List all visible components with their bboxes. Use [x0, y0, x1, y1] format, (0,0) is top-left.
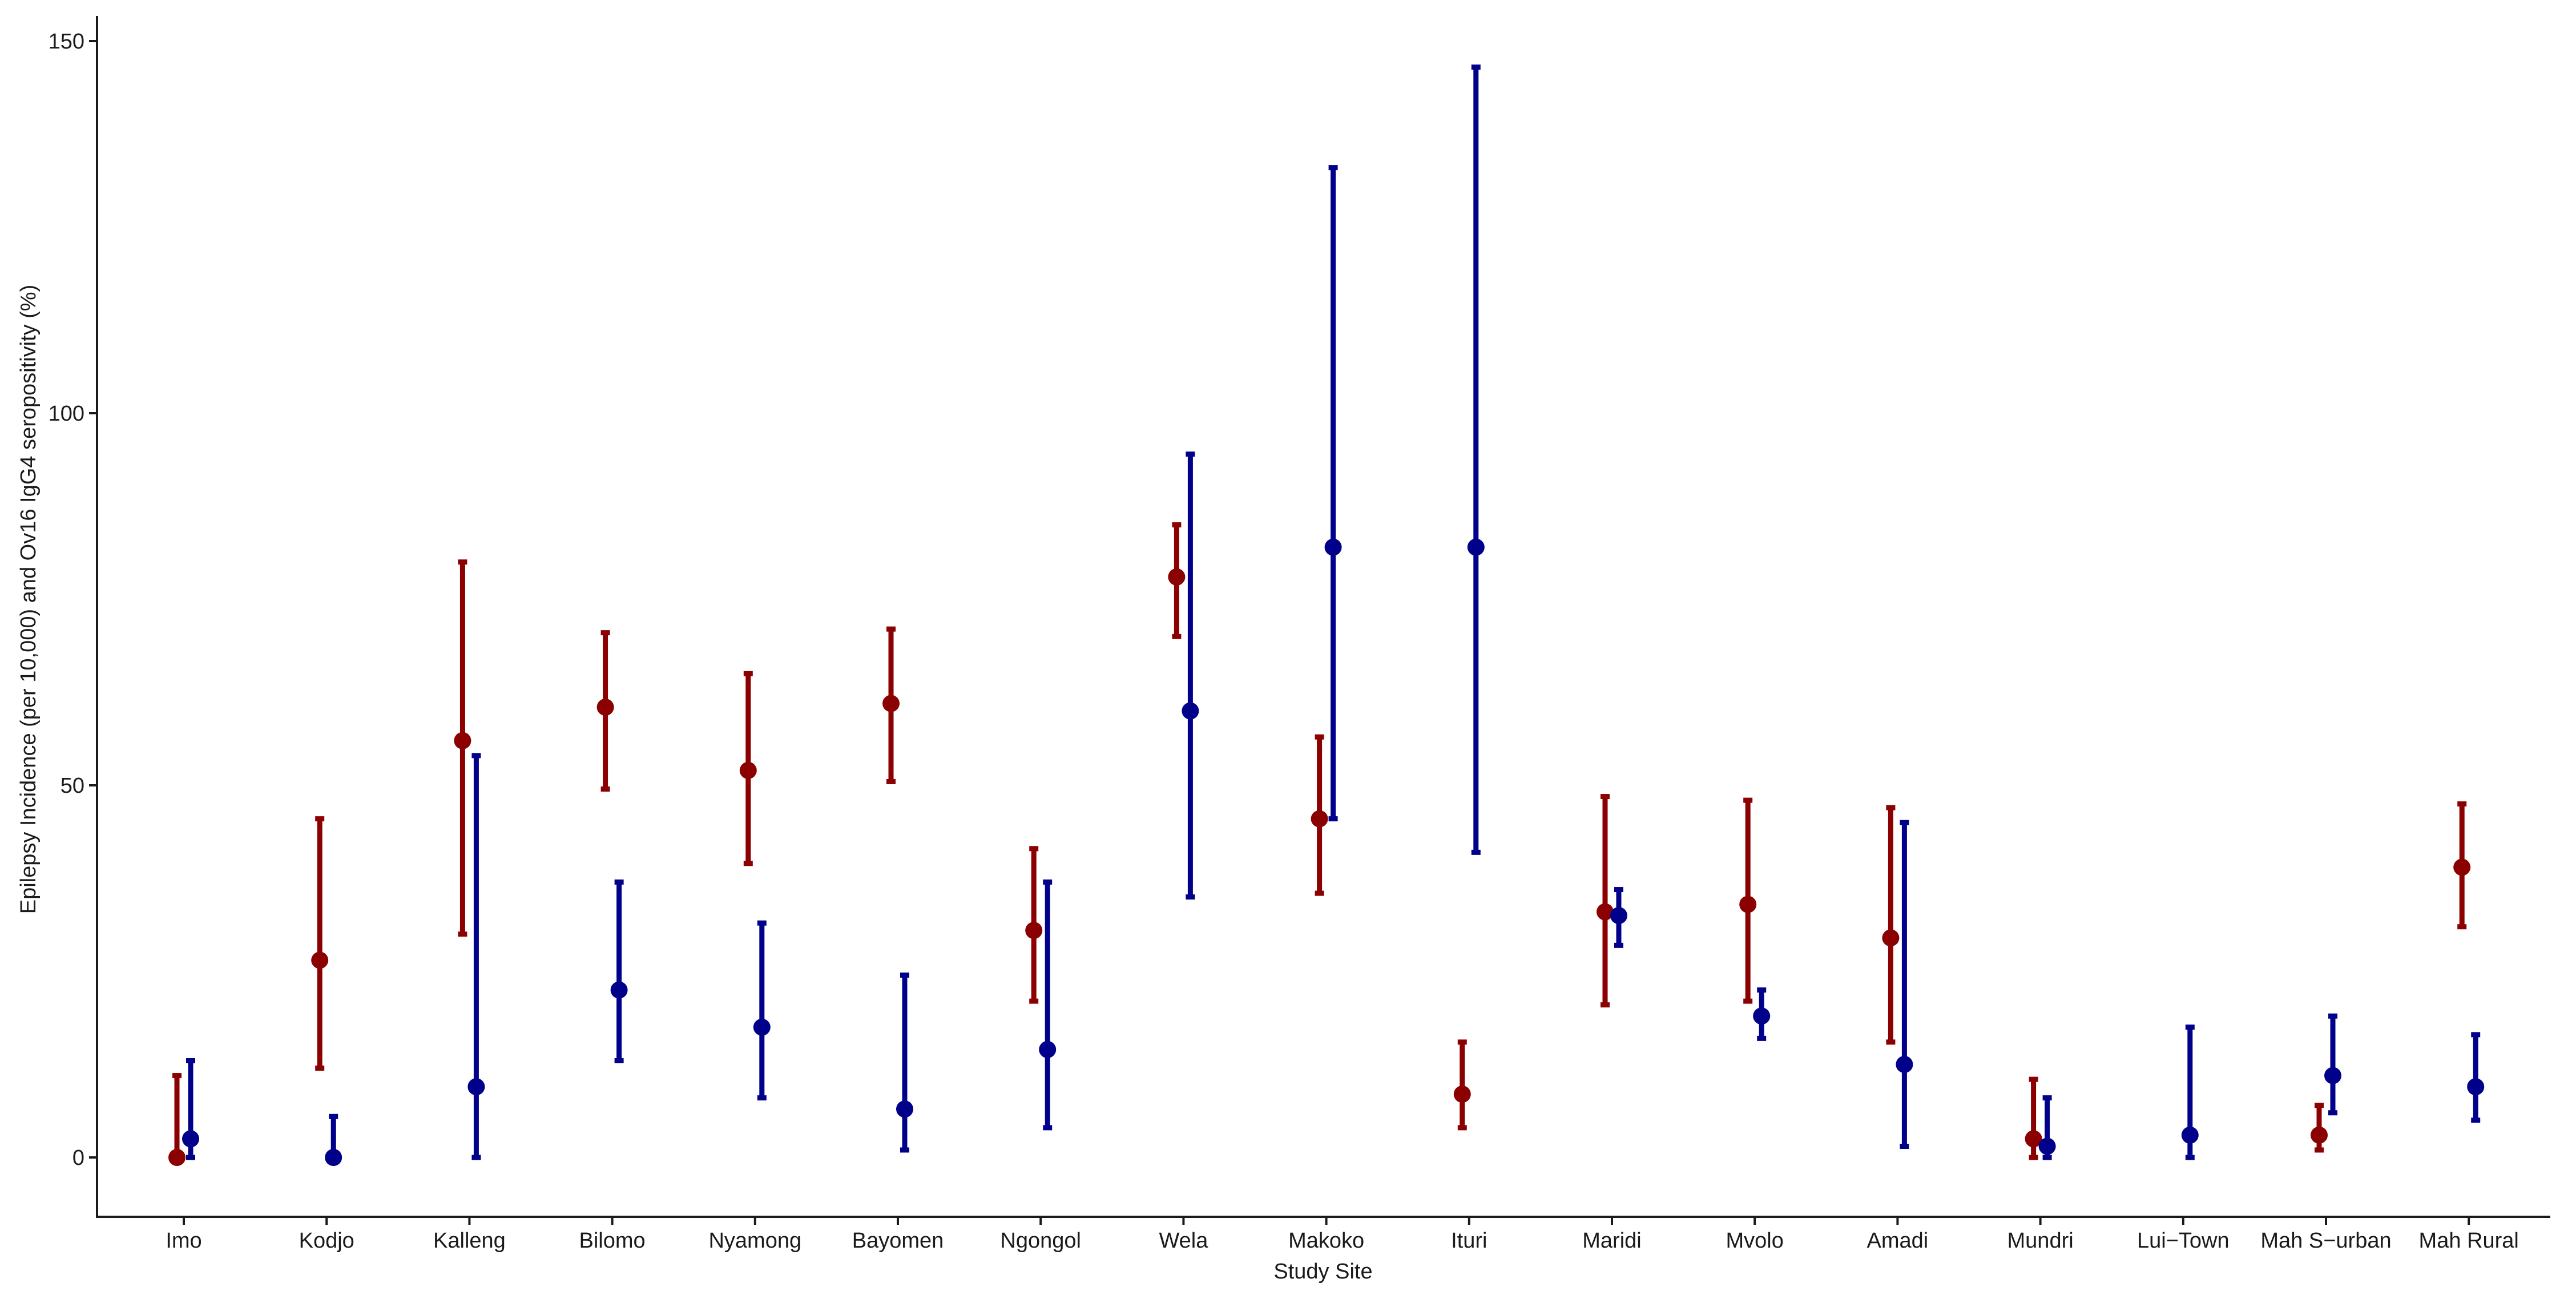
- series-epilepsy-incidence: [168, 522, 2471, 1166]
- data-point: [454, 732, 471, 749]
- data-point: [311, 951, 329, 969]
- x-tick-label: Mah Rural: [2419, 1229, 2519, 1253]
- y-tick-label: 50: [61, 774, 84, 798]
- data-point: [1896, 1056, 1913, 1073]
- x-tick-label: Ngongol: [1000, 1229, 1081, 1253]
- x-tick-label: Mah S−urban: [2260, 1229, 2391, 1253]
- series-marks: [168, 64, 2485, 1166]
- x-tick-label: Makoko: [1288, 1229, 1364, 1253]
- x-tick-label: Mvolo: [1726, 1229, 1784, 1253]
- data-point: [610, 981, 628, 999]
- data-point: [2453, 858, 2471, 876]
- y-ticks: 0 50 100 150: [49, 30, 97, 1170]
- data-point: [325, 1149, 342, 1166]
- data-point: [2324, 1067, 2341, 1084]
- data-point: [739, 761, 757, 779]
- data-point: [1610, 907, 1627, 925]
- axes: [96, 16, 2550, 1218]
- data-point: [2467, 1078, 2485, 1096]
- data-point: [896, 1100, 913, 1118]
- y-axis-title: Epilepsy Incidence (per 10,000) and Ov16…: [17, 285, 41, 914]
- data-point: [1597, 903, 1614, 921]
- x-tick-label: Maridi: [1582, 1229, 1641, 1253]
- x-tick-label: Mundri: [2007, 1229, 2074, 1253]
- x-tick-label: Kodjo: [299, 1229, 354, 1253]
- data-point: [1753, 1007, 1771, 1025]
- y-tick-label: 100: [49, 402, 84, 426]
- data-point: [1182, 702, 1199, 720]
- data-point: [1882, 929, 1900, 947]
- data-point: [1324, 538, 1342, 556]
- data-point: [1311, 810, 1328, 828]
- data-point: [2025, 1130, 2042, 1148]
- x-ticks: Imo Kodjo Kalleng Bilomo Nyamong Bayomen Ngong…: [166, 1217, 2519, 1253]
- data-point: [1453, 1086, 1471, 1103]
- data-point: [596, 699, 614, 716]
- data-point: [2311, 1126, 2328, 1144]
- x-axis-title: Study Site: [1273, 1260, 1372, 1284]
- data-point: [1025, 922, 1043, 939]
- x-tick-label: Bayomen: [852, 1229, 944, 1253]
- y-tick-label: 150: [49, 30, 84, 54]
- series-ov16-seropositivity: [182, 64, 2485, 1166]
- x-tick-label: Wela: [1159, 1229, 1208, 1253]
- data-point: [1739, 895, 1757, 913]
- x-tick-label: Bilomo: [579, 1229, 646, 1253]
- data-point: [182, 1130, 199, 1148]
- x-tick-label: Kalleng: [433, 1229, 506, 1253]
- x-tick-label: Ituri: [1451, 1229, 1487, 1253]
- y-tick-label: 0: [72, 1146, 84, 1170]
- data-point: [2181, 1126, 2199, 1144]
- data-point: [467, 1078, 485, 1096]
- data-point: [2038, 1137, 2056, 1155]
- x-tick-label: Nyamong: [708, 1229, 801, 1253]
- x-tick-label: Lui−Town: [2137, 1229, 2230, 1253]
- x-tick-label: Amadi: [1867, 1229, 1929, 1253]
- data-point: [168, 1149, 186, 1166]
- data-point: [1039, 1040, 1057, 1058]
- x-tick-label: Imo: [166, 1229, 201, 1253]
- data-point: [1168, 568, 1186, 586]
- data-point: [1467, 538, 1485, 556]
- data-point: [882, 695, 900, 712]
- data-point: [753, 1018, 771, 1036]
